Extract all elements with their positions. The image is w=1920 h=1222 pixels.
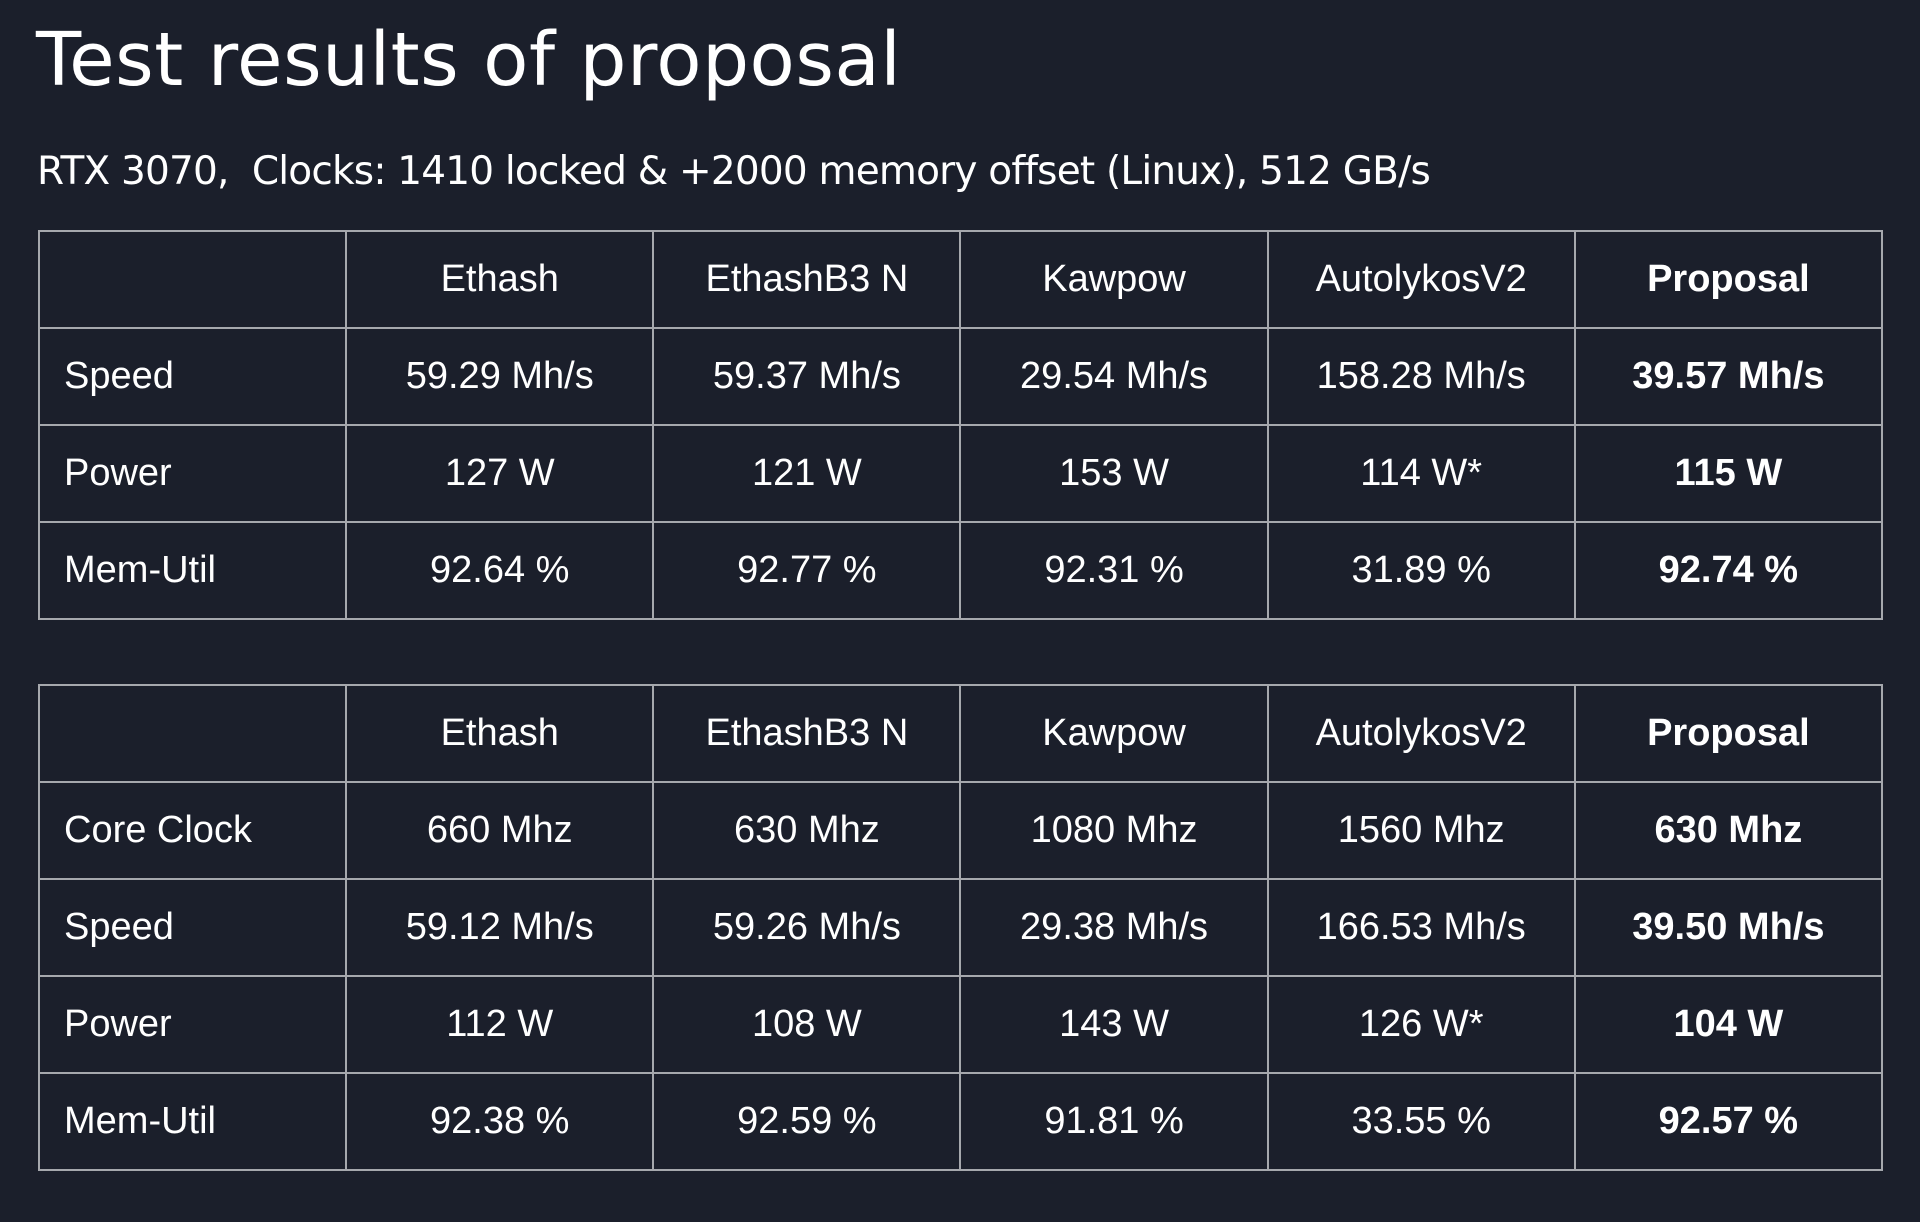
- table-cell: 92.64 %: [345, 521, 655, 620]
- table-cell: 59.29 Mh/s: [345, 327, 655, 426]
- proposal-cell: 104 W: [1573, 975, 1884, 1074]
- table-cell: 660 Mhz: [345, 781, 655, 880]
- table-row-core-clock: Core Clock 660 Mhz 630 Mhz 1080 Mhz 1560…: [37, 781, 1884, 880]
- table-row-mem-util: Mem-Util 92.64 % 92.77 % 92.31 % 31.89 %…: [37, 521, 1884, 620]
- proposal-cell: 92.57 %: [1573, 1072, 1884, 1171]
- table-cell: 33.55 %: [1266, 1072, 1576, 1171]
- table-cell: 59.12 Mh/s: [345, 878, 655, 977]
- header-cell-kawpow: Kawpow: [959, 230, 1269, 329]
- table-row-mem-util: Mem-Util 92.38 % 92.59 % 91.81 % 33.55 %…: [37, 1072, 1884, 1171]
- table-row-speed: Speed 59.12 Mh/s 59.26 Mh/s 29.38 Mh/s 1…: [37, 878, 1884, 977]
- table-row-speed: Speed 59.29 Mh/s 59.37 Mh/s 29.54 Mh/s 1…: [37, 327, 1884, 426]
- table-cell: 29.54 Mh/s: [959, 327, 1269, 426]
- proposal-cell: 630 Mhz: [1573, 781, 1884, 880]
- header-cell-proposal: Proposal: [1573, 684, 1884, 783]
- table-cell: 59.26 Mh/s: [652, 878, 962, 977]
- table-cell: 91.81 %: [959, 1072, 1269, 1171]
- header-cell-ethash: Ethash: [345, 684, 655, 783]
- proposal-cell: 92.74 %: [1573, 521, 1884, 620]
- table-cell: 92.38 %: [345, 1072, 655, 1171]
- table-cell: 143 W: [959, 975, 1269, 1074]
- table-row-power: Power 127 W 121 W 153 W 114 W* 115 W: [37, 424, 1884, 523]
- header-cell-autolykosv2: AutolykosV2: [1266, 230, 1576, 329]
- table-cell: 92.77 %: [652, 521, 962, 620]
- results-table-default-clock: Ethash EthashB3 N Kawpow AutolykosV2 Pro…: [37, 230, 1884, 620]
- row-label: Mem-Util: [37, 521, 348, 620]
- table-cell: 92.59 %: [652, 1072, 962, 1171]
- table-cell: 166.53 Mh/s: [1266, 878, 1576, 977]
- table-cell: 158.28 Mh/s: [1266, 327, 1576, 426]
- proposal-cell: 39.57 Mh/s: [1573, 327, 1884, 426]
- row-label: Power: [37, 424, 348, 523]
- header-cell-empty: [37, 684, 348, 783]
- header-cell-kawpow: Kawpow: [959, 684, 1269, 783]
- results-table-core-clock: Ethash EthashB3 N Kawpow AutolykosV2 Pro…: [37, 684, 1884, 1171]
- header-cell-ethashb3n: EthashB3 N: [652, 230, 962, 329]
- page-title: Test results of proposal: [36, 17, 902, 103]
- table-cell: 114 W*: [1266, 424, 1576, 523]
- table-cell: 112 W: [345, 975, 655, 1074]
- table-cell: 29.38 Mh/s: [959, 878, 1269, 977]
- row-label: Speed: [37, 327, 348, 426]
- test-config-subtitle: RTX 3070, Clocks: 1410 locked & +2000 me…: [37, 149, 1431, 194]
- table-header-row: Ethash EthashB3 N Kawpow AutolykosV2 Pro…: [37, 230, 1884, 329]
- header-cell-proposal: Proposal: [1573, 230, 1884, 329]
- table-cell: 108 W: [652, 975, 962, 1074]
- table-cell: 630 Mhz: [652, 781, 962, 880]
- table-header-row: Ethash EthashB3 N Kawpow AutolykosV2 Pro…: [37, 684, 1884, 783]
- table-cell: 1080 Mhz: [959, 781, 1269, 880]
- table-cell: 59.37 Mh/s: [652, 327, 962, 426]
- row-label: Mem-Util: [37, 1072, 348, 1171]
- header-cell-empty: [37, 230, 348, 329]
- row-label: Core Clock: [37, 781, 348, 880]
- table-cell: 1560 Mhz: [1266, 781, 1576, 880]
- header-cell-ethash: Ethash: [345, 230, 655, 329]
- table-cell: 153 W: [959, 424, 1269, 523]
- table-cell: 31.89 %: [1266, 521, 1576, 620]
- row-label: Speed: [37, 878, 348, 977]
- proposal-cell: 115 W: [1573, 424, 1884, 523]
- table-cell: 121 W: [652, 424, 962, 523]
- table-cell: 126 W*: [1266, 975, 1576, 1074]
- header-cell-autolykosv2: AutolykosV2: [1266, 684, 1576, 783]
- table-cell: 127 W: [345, 424, 655, 523]
- proposal-cell: 39.50 Mh/s: [1573, 878, 1884, 977]
- table-cell: 92.31 %: [959, 521, 1269, 620]
- table-row-power: Power 112 W 108 W 143 W 126 W* 104 W: [37, 975, 1884, 1074]
- header-cell-ethashb3n: EthashB3 N: [652, 684, 962, 783]
- row-label: Power: [37, 975, 348, 1074]
